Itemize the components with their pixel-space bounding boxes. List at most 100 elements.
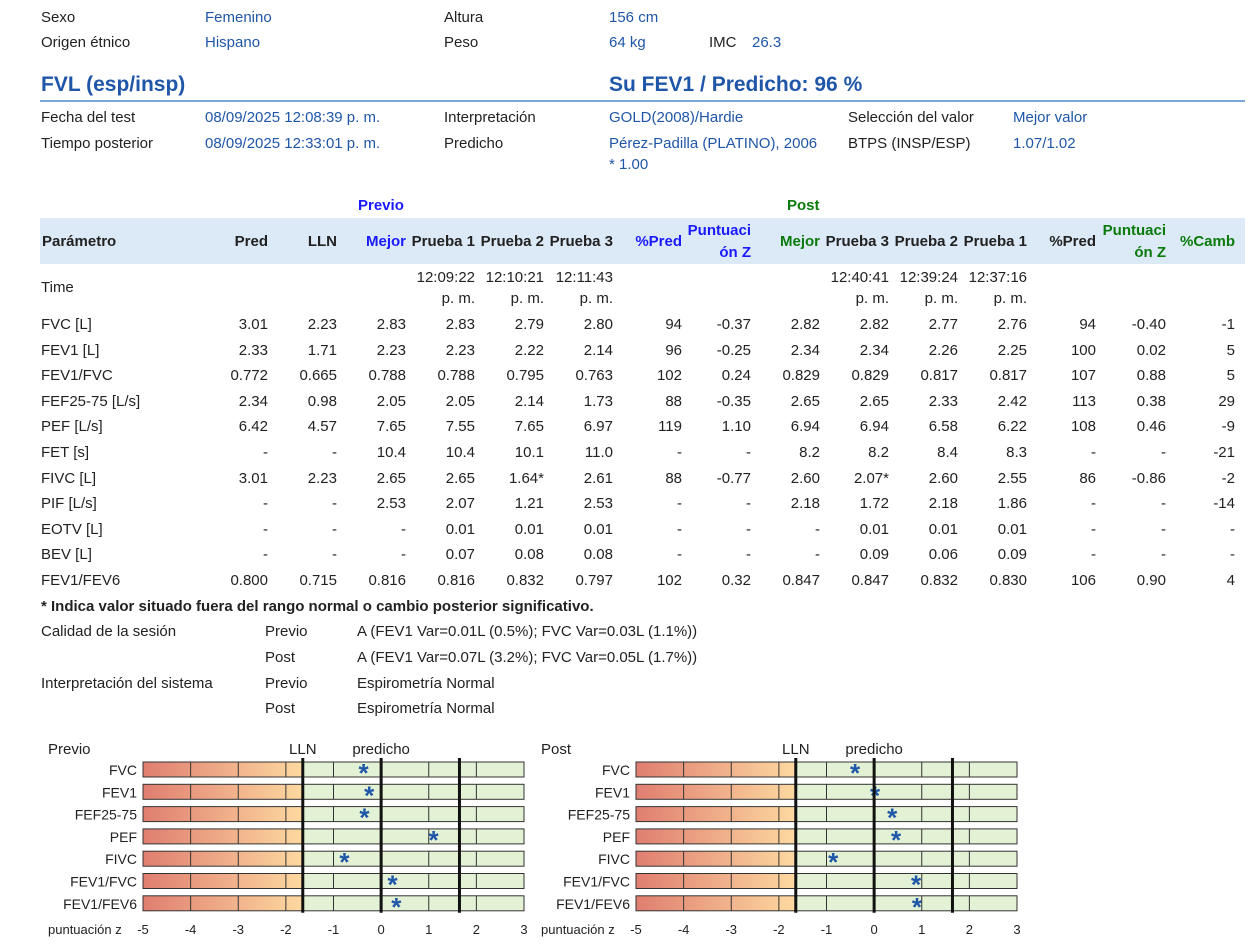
table-cell: 8.3 <box>1006 444 1027 461</box>
table-cell: 2.65 <box>790 392 820 410</box>
table-cell: 7.65 <box>514 418 544 436</box>
table-cell: - <box>677 495 682 513</box>
table-cell: - <box>1161 444 1166 461</box>
table-cell: -1 <box>1221 316 1235 333</box>
table-cell: - <box>815 546 820 564</box>
zscore-chart-post: Post LLN predicho FVC * FEV1 * FEF25-75 * PEF * FIV… <box>541 741 1021 937</box>
header-col-2: LLN <box>307 233 337 250</box>
table-cell: - <box>332 520 337 538</box>
table-cell: -14 <box>1213 495 1235 513</box>
table-cell: 0.08 <box>514 546 544 564</box>
table-cell: 0.830 <box>989 572 1027 589</box>
table-cell: 4.57 <box>307 418 337 436</box>
table-cell: 0.763 <box>575 367 613 385</box>
normal-zone-bar <box>795 873 1018 889</box>
table-cell: 2.60 <box>928 469 958 487</box>
table-cell: 2.22 <box>514 341 544 359</box>
table-cell: -0.35 <box>716 392 751 410</box>
zscore-marker: * <box>891 825 902 855</box>
row-label: BEV [L] <box>41 546 92 564</box>
table-cell: 6.94 <box>859 418 889 436</box>
peso-label: Peso <box>444 34 479 51</box>
row-label: FET [s] <box>41 444 90 461</box>
x-tick-label: -4 <box>678 922 690 937</box>
zscore-marker: * <box>358 758 369 788</box>
table-cell: - <box>746 444 751 461</box>
zscore-marker: * <box>391 892 402 922</box>
table-cell: 2.33 <box>238 341 268 359</box>
row-label: FEV1 [L] <box>41 341 100 359</box>
time-pre-2: 12:11:43 <box>555 269 613 286</box>
table-cell: 0.01 <box>859 520 889 538</box>
table-cell: 2.05 <box>376 392 406 410</box>
table-cell: 2.65 <box>445 469 475 487</box>
btps-label: BTPS (INSP/ESP) <box>848 135 971 152</box>
table-cell: - <box>263 444 268 461</box>
normal-zone-bar <box>795 761 1018 778</box>
time-pre-1: 12:10:21 <box>485 269 544 286</box>
table-cell: 0.772 <box>230 367 268 385</box>
table-cell: 2.14 <box>514 392 544 410</box>
imc-value: 26.3 <box>752 34 782 51</box>
table-cell: - <box>677 520 682 538</box>
table-cell: 88 <box>665 392 682 410</box>
x-tick-label: -5 <box>630 922 642 937</box>
table-cell: 102 <box>656 572 682 589</box>
table-cell: - <box>1091 546 1096 564</box>
table-cell: 0.46 <box>1136 418 1166 436</box>
table-cell: - <box>746 495 751 513</box>
category-label: FEV1/FEV6 <box>63 896 137 912</box>
x-tick-label: 3 <box>1013 922 1020 937</box>
table-cell: 2.79 <box>514 316 544 333</box>
table-cell: 8.2 <box>868 444 889 461</box>
fev1-predicted-ratio: Su FEV1 / Predicho: 96 % <box>609 73 863 96</box>
category-label: FIVC <box>598 851 630 867</box>
x-tick-label: 1 <box>918 922 925 937</box>
group-post: Post <box>787 197 820 214</box>
table-cell: 3.01 <box>238 469 268 487</box>
header-col-7: %Pred <box>635 233 682 250</box>
table-cell: 2.34 <box>238 392 268 410</box>
table-cell: 0.90 <box>1136 572 1166 589</box>
table-cell: 2.23 <box>307 316 337 333</box>
low-zone-bar <box>142 806 304 823</box>
category-label: FEV1/FEV6 <box>556 896 630 912</box>
header-col-17: %Camb <box>1179 233 1235 250</box>
table-cell: 1.21 <box>514 495 544 513</box>
zscore-marker: * <box>364 780 375 810</box>
low-zone-bar <box>635 850 797 867</box>
x-tick-label: -1 <box>821 922 833 937</box>
table-cell: 2.76 <box>997 316 1027 333</box>
table-cell: 2.25 <box>997 341 1027 359</box>
table-cell: 0.01 <box>928 520 958 538</box>
table-cell: - <box>263 495 268 513</box>
x-tick-label: 2 <box>966 922 973 937</box>
zscore-marker: * <box>911 870 922 900</box>
table-cell: 0.24 <box>721 367 751 385</box>
zscore-marker: * <box>339 847 350 877</box>
calidad-post-value: A (FEV1 Var=0.07L (3.2%); FVC Var=0.05L … <box>357 649 698 666</box>
table-cell: 0.38 <box>1136 392 1166 410</box>
table-cell: 0.829 <box>851 367 889 385</box>
table-cell: 88 <box>665 469 682 487</box>
table-cell: 108 <box>1070 418 1096 436</box>
header-col-12: Prueba 2 <box>894 233 958 250</box>
table-cell: 2.53 <box>376 495 406 513</box>
header-col-4: Prueba 1 <box>411 233 475 250</box>
interp-sistema-label: Interpretación del sistema <box>41 675 213 692</box>
table-cell: - <box>1230 546 1235 564</box>
table-cell: 94 <box>1079 316 1096 333</box>
table-cell: 0.816 <box>368 572 406 589</box>
category-label: FVC <box>602 762 630 778</box>
row-label: PEF [L/s] <box>41 418 103 436</box>
interp-previo-label: Previo <box>265 675 308 692</box>
table-cell: 86 <box>1079 469 1096 487</box>
sexo-value: Femenino <box>205 9 272 26</box>
table-cell: 6.97 <box>583 418 613 436</box>
table-cell: 0.665 <box>299 367 337 385</box>
table-cell: 1.64* <box>508 469 544 487</box>
normal-zone-bar <box>795 783 1018 800</box>
low-zone-bar <box>635 895 797 912</box>
x-tick-label: -5 <box>137 922 149 937</box>
table-cell: 2.55 <box>997 469 1027 487</box>
